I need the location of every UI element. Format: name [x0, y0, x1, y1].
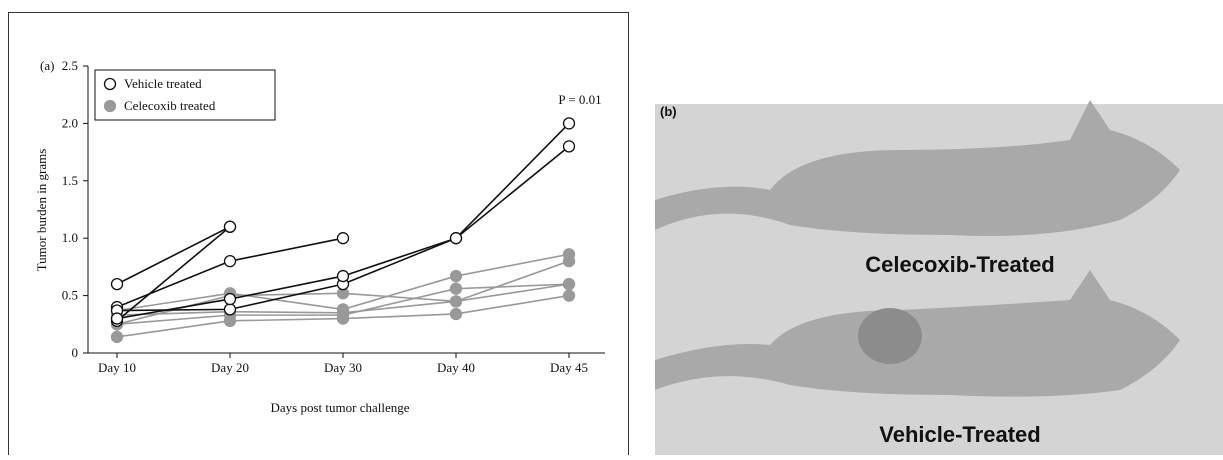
panel-label: (a) — [40, 58, 54, 73]
data-point — [225, 256, 236, 267]
annotation: P = 0.01 — [558, 92, 601, 107]
data-point — [451, 283, 462, 294]
legend-label: Vehicle treated — [124, 76, 202, 91]
data-point — [338, 233, 349, 244]
legend-marker — [105, 79, 116, 90]
tumor — [858, 308, 922, 364]
data-point — [112, 331, 123, 342]
x-axis-label: Days post tumor challenge — [271, 400, 410, 415]
series-line — [117, 227, 230, 284]
x-tick-label: Day 45 — [550, 360, 588, 375]
data-point — [225, 304, 236, 315]
data-point — [564, 141, 575, 152]
chart: (a) Tumor burden in grams Days post tumo… — [34, 58, 605, 415]
page: {"chart_data": {"type": "line", "panel_l… — [0, 0, 1223, 455]
data-point — [112, 279, 123, 290]
data-point — [451, 308, 462, 319]
photo-panel: (b) Celecoxib-Treated Vehicle-Treated — [655, 100, 1223, 455]
data-point — [112, 313, 123, 324]
data-point — [338, 271, 349, 282]
figure: (a) Tumor burden in grams Days post tumo… — [0, 0, 1223, 455]
photo-label: Celecoxib-Treated — [865, 252, 1055, 277]
legend-marker — [105, 101, 116, 112]
series-line — [117, 227, 230, 321]
y-tick-label: 1.0 — [62, 230, 78, 245]
photo-label: Vehicle-Treated — [879, 422, 1040, 447]
data-point — [451, 296, 462, 307]
legend-label: Celecoxib treated — [124, 98, 216, 113]
y-tick-label: 0.5 — [62, 288, 78, 303]
panel-label: (b) — [660, 104, 677, 119]
y-tick-label: 2.5 — [62, 58, 78, 73]
y-tick-label: 2.0 — [62, 115, 78, 130]
x-tick-label: Day 10 — [98, 360, 136, 375]
x-tick-label: Day 30 — [324, 360, 362, 375]
y-axis-label: Tumor burden in grams — [34, 149, 49, 272]
x-tick-label: Day 20 — [211, 360, 249, 375]
data-point — [564, 279, 575, 290]
y-tick-label: 1.5 — [62, 173, 78, 188]
data-point — [564, 290, 575, 301]
data-point — [225, 294, 236, 305]
data-point — [451, 233, 462, 244]
data-point — [338, 307, 349, 318]
y-tick-label: 0 — [72, 345, 79, 360]
x-tick-label: Day 40 — [437, 360, 475, 375]
data-point — [225, 221, 236, 232]
data-point — [451, 271, 462, 282]
data-point — [564, 256, 575, 267]
data-point — [564, 118, 575, 129]
